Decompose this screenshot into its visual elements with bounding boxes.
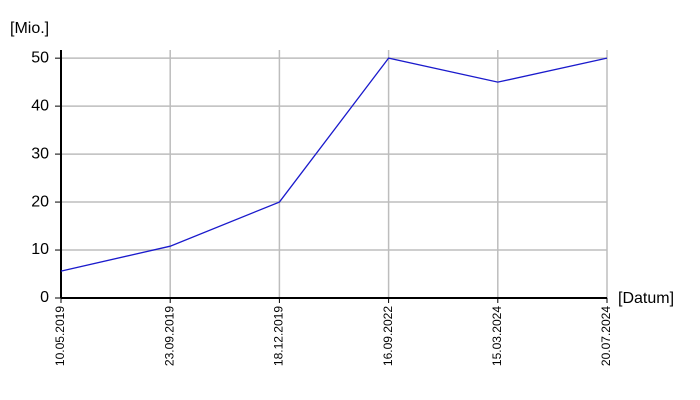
x-tick-label: 23.09.2019	[162, 306, 176, 366]
y-axis-label: [Mio.]	[10, 20, 49, 37]
y-tick-label: 30	[31, 145, 49, 162]
x-axis-label: [Datum]	[618, 290, 674, 307]
x-tick-label: 15.03.2024	[490, 306, 504, 366]
x-tick-label: 16.09.2022	[381, 306, 395, 366]
x-tick-label: 20.07.2024	[599, 306, 613, 366]
x-tick-label: 10.05.2019	[53, 306, 67, 366]
y-tick-label: 50	[31, 49, 49, 66]
y-tick-label: 20	[31, 193, 49, 210]
x-tick-label: 18.12.2019	[272, 306, 286, 366]
data-line	[60, 57, 608, 272]
y-tick-label: 40	[31, 97, 49, 114]
y-tick-label: 0	[40, 289, 49, 306]
y-tick-label: 10	[31, 241, 49, 258]
